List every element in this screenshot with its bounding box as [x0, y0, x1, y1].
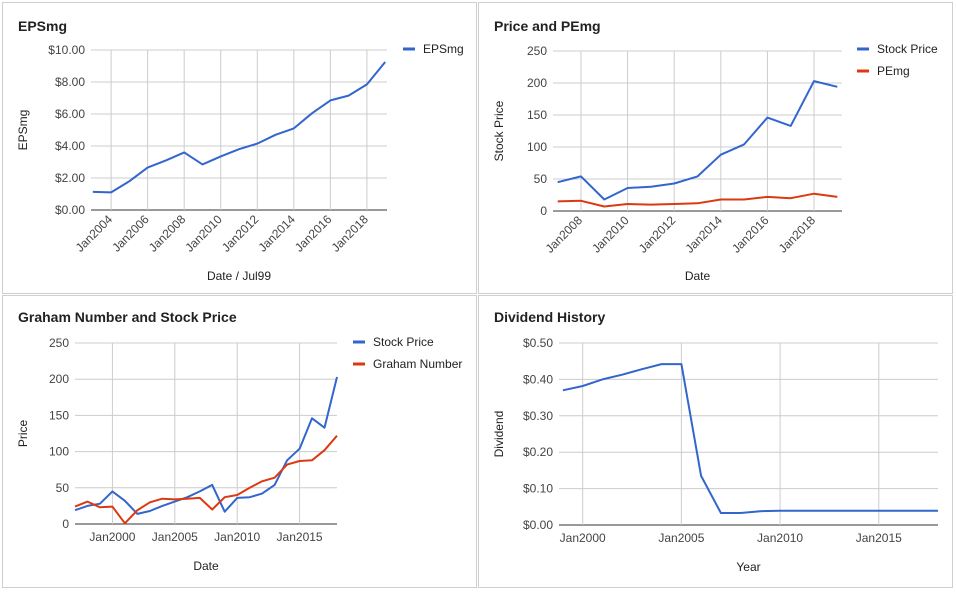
series-line-epsmg: [92, 61, 386, 194]
series-line-stock-price: [557, 80, 838, 201]
graham-chart-panel: Graham Number and Stock Price 0 50 100 150 20…: [2, 295, 477, 588]
x-tick-label: Jan2005: [658, 531, 704, 545]
x-axis-label: Year: [736, 560, 760, 574]
x-tick-label: Jan2005: [152, 530, 198, 544]
series-line-dividend: [562, 363, 938, 514]
y-tick-label: $0.00: [55, 203, 85, 217]
legend-label: EPSmg: [423, 42, 464, 56]
y-tick-label: 0: [62, 517, 69, 531]
y-tick-label: 100: [49, 445, 69, 459]
series-line-graham-number: [74, 435, 338, 525]
x-tick-label: Jan2000: [560, 531, 606, 545]
dividend-chart-panel: Dividend History $0.00 $0.10 $0.20 $0.30 $0.4…: [478, 295, 953, 588]
eps-chart-panel: EPSmg $0.00 $2.00 $4.00 $6.00 $8.00 $10.00 Jan2…: [2, 2, 477, 294]
y-tick-label: $0.30: [523, 409, 553, 423]
y-tick-label: $6.00: [55, 107, 85, 121]
x-tick-label: Jan2015: [277, 530, 323, 544]
x-axis-label: Date / Jul99: [207, 269, 271, 283]
y-tick-label: $4.00: [55, 139, 85, 153]
y-tick-label: 50: [534, 172, 548, 186]
legend-label: Stock Price: [877, 42, 938, 56]
price-pe-chart-panel: Price and PEmg 0 50 100 150 200 250 Jan2008 Jan2…: [478, 2, 953, 294]
x-tick-label: Jan2015: [856, 531, 902, 545]
chart-title: EPSmg: [18, 18, 67, 34]
y-tick-label: 200: [527, 76, 547, 90]
chart-title: Price and PEmg: [494, 18, 601, 34]
chart-title: Dividend History: [494, 309, 605, 325]
y-tick-label: $0.00: [523, 518, 553, 532]
x-tick-label: Jan2004: [73, 212, 116, 255]
x-tick-label: Jan2018: [776, 213, 819, 256]
x-tick-label: Jan2016: [729, 213, 772, 256]
chart-title: Graham Number and Stock Price: [18, 309, 237, 325]
eps-chart: EPSmg $0.00 $2.00 $4.00 $6.00 $8.00 $10.00 Jan2…: [16, 18, 464, 283]
x-axis-label: Date: [193, 559, 219, 573]
y-tick-label: $0.10: [523, 482, 553, 496]
x-tick-label: Jan2000: [89, 530, 135, 544]
graham-chart: Graham Number and Stock Price 0 50 100 150 20…: [16, 309, 462, 573]
y-tick-label: 250: [49, 336, 69, 350]
y-tick-label: 200: [49, 372, 69, 386]
x-tick-label: Jan2006: [109, 212, 152, 255]
x-tick-label: Jan2012: [219, 212, 262, 255]
y-tick-label: 150: [527, 108, 547, 122]
x-tick-label: Jan2010: [757, 531, 803, 545]
y-axis-label: EPSmg: [16, 110, 30, 151]
x-tick-label: Jan2016: [292, 212, 335, 255]
y-tick-label: $2.00: [55, 171, 85, 185]
y-tick-label: $0.20: [523, 445, 553, 459]
x-tick-label: Jan2014: [682, 213, 725, 256]
y-tick-label: 150: [49, 408, 69, 422]
legend-label: Stock Price: [373, 335, 434, 349]
x-tick-label: Jan2008: [543, 213, 586, 256]
y-tick-label: $0.40: [523, 372, 553, 386]
y-axis-label: Stock Price: [492, 100, 506, 161]
x-tick-label: Jan2010: [589, 213, 632, 256]
legend-label: PEmg: [877, 64, 910, 78]
y-axis-label: Dividend: [492, 411, 506, 458]
y-axis-label: Price: [16, 420, 30, 448]
y-tick-label: $10.00: [48, 43, 85, 57]
x-axis-label: Date: [685, 269, 711, 283]
y-tick-label: 50: [56, 481, 70, 495]
y-tick-label: 250: [527, 44, 547, 58]
series-line-pemg: [557, 192, 838, 208]
x-tick-label: Jan2014: [255, 212, 298, 255]
dividend-chart: Dividend History $0.00 $0.10 $0.20 $0.30 $0.4…: [492, 309, 938, 574]
x-tick-label: Jan2010: [214, 530, 260, 544]
legend-label: Graham Number: [373, 357, 462, 371]
y-tick-label: 100: [527, 140, 547, 154]
y-tick-label: $8.00: [55, 75, 85, 89]
x-tick-label: Jan2008: [146, 212, 189, 255]
y-tick-label: $0.50: [523, 336, 553, 350]
x-tick-label: Jan2010: [182, 212, 225, 255]
x-tick-label: Jan2018: [329, 212, 372, 255]
y-tick-label: 0: [540, 204, 547, 218]
x-tick-label: Jan2012: [636, 213, 679, 256]
series-line-stock-price: [74, 376, 338, 515]
